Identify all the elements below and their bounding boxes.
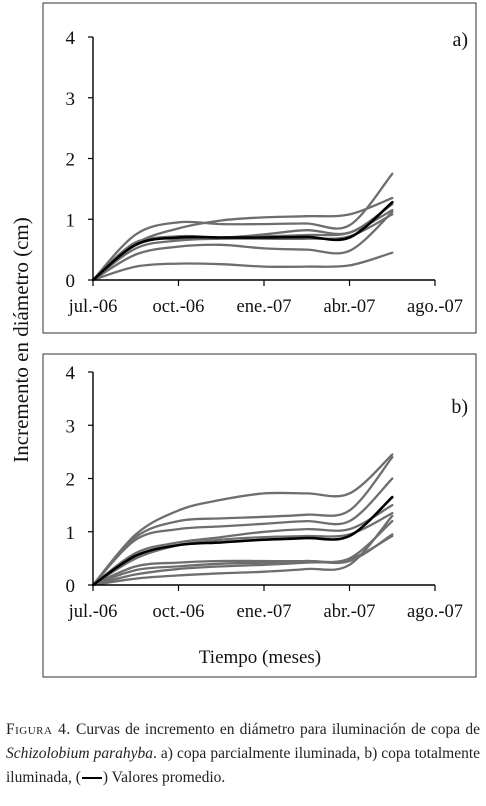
panel-a-label: a) — [452, 29, 468, 51]
x-axis-label: Tiempo (meses) — [199, 647, 321, 668]
panel-b-tree-line-8 — [91, 534, 394, 587]
average-legend-line — [81, 777, 102, 780]
panel-b-series — [91, 453, 394, 587]
panel-a-x-tick-label: ene.-07 — [237, 297, 292, 317]
panel-b-x-tick-label: oct.-06 — [153, 602, 205, 622]
panel-b-y-tick-label: 4 — [66, 363, 76, 384]
panel-a-y-tick-label: 1 — [66, 210, 76, 231]
panel-b-frame — [42, 353, 477, 678]
panel-a-x-tick-label: jul.-06 — [68, 297, 118, 317]
panel-b-y-tick-label: 0 — [66, 576, 76, 597]
caption-species: Schizolobium parahyba — [6, 745, 153, 762]
panel-b-tree-line-7 — [91, 533, 394, 587]
panel-b-axes: 0 1 2 3 4 jul.-06 oct.-06 ene.-07 abr.-07 ago.-07 — [66, 363, 464, 622]
panel-a-frame — [42, 2, 477, 334]
panel-a-average-line — [91, 200, 394, 282]
panel-b-tree-line-4 — [91, 503, 394, 587]
panel-b-tree-line-2 — [91, 456, 394, 587]
panel-a-tree-line-1 — [91, 172, 394, 282]
panel-b-x-tick-label: ene.-07 — [237, 602, 292, 622]
panel-a-tree-line-6 — [91, 210, 394, 282]
panel-b: b) 0 1 2 3 4 jul.-06 oct.-06 ene.-07 abr.-07 ago.… — [42, 353, 477, 678]
panel-a-y-tick-label: 3 — [66, 89, 76, 110]
figure: a) 0 1 2 3 4 jul.-06 oct.-06 ene.-07 abr.-07 ago.… — [9, 2, 477, 678]
panel-b-tree-line-9 — [91, 514, 394, 587]
panel-b-x-tick-label: ago.-07 — [407, 602, 463, 622]
caption-text-3: ) Valores promedio. — [102, 769, 226, 786]
panel-b-label: b) — [451, 396, 468, 418]
panel-b-y-tick-label: 3 — [66, 416, 76, 437]
caption-text-1: Curvas de incremento en diámetro para il… — [75, 721, 480, 738]
panel-a-x-tick-label: ago.-07 — [407, 297, 463, 317]
panel-b-x-tick-label: jul.-06 — [68, 602, 118, 622]
panel-b-tree-line-1 — [91, 453, 394, 587]
y-axis-label: Incremento en diámetro (cm) — [9, 217, 33, 462]
figure-caption: Figura 4. Curvas de incremento en diámet… — [6, 718, 480, 790]
panel-b-tree-line-5 — [91, 511, 394, 587]
panel-b-average-line — [91, 495, 394, 587]
panel-a-axes: 0 1 2 3 4 jul.-06 oct.-06 ene.-07 abr.-07 ago.-07 — [66, 28, 464, 317]
caption-text-2: . a) copa parcialmente iluminada, b) cop… — [6, 745, 481, 786]
panel-b-tree-line-3 — [91, 477, 394, 587]
panel-a-x-tick-label: abr.-07 — [324, 297, 376, 317]
panel-b-y-tick-label: 1 — [66, 523, 76, 544]
panel-a-y-tick-label: 0 — [66, 271, 76, 292]
panel-b-x-tick-label: abr.-07 — [324, 602, 376, 622]
caption-figure-number: Figura 4. — [6, 721, 71, 738]
panel-a-y-tick-label: 2 — [66, 150, 76, 171]
panel-a-tree-line-7 — [91, 251, 394, 282]
panel-b-y-tick-label: 2 — [66, 470, 76, 491]
panel-a: a) 0 1 2 3 4 jul.-06 oct.-06 ene.-07 abr.-07 ago.… — [42, 2, 477, 334]
panel-a-series — [91, 172, 394, 282]
panel-a-x-tick-label: oct.-06 — [153, 297, 205, 317]
panel-a-y-tick-label: 4 — [66, 28, 76, 49]
